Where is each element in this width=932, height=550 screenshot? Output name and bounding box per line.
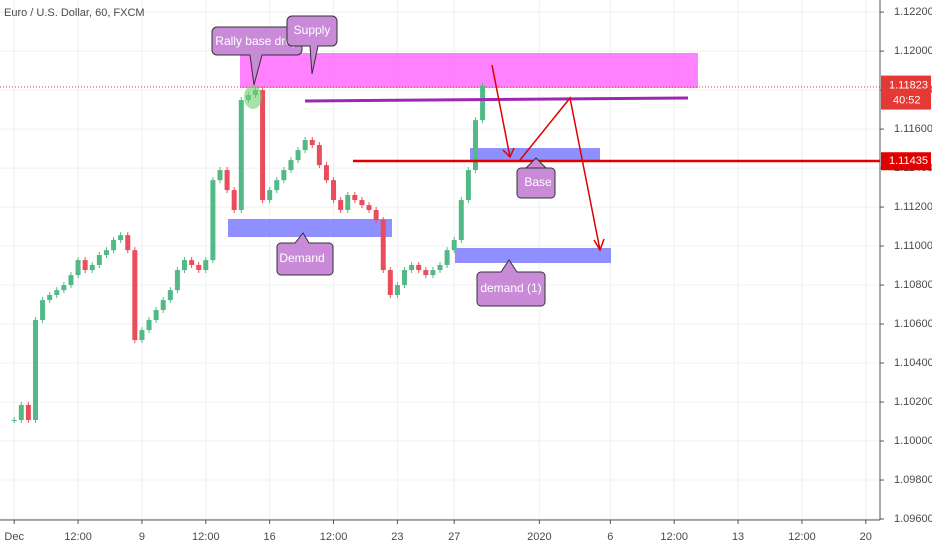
x-tick-label: 2020 — [527, 531, 551, 543]
x-tick-label: Dec — [4, 531, 24, 543]
price-tag — [881, 75, 931, 110]
arrow — [491, 64, 511, 158]
candles — [11, 82, 486, 423]
arrow — [519, 96, 601, 251]
x-tick-label: 27 — [448, 531, 460, 543]
callout-text: demand (1) — [480, 281, 541, 295]
y-tick-label: 1.10200 — [894, 396, 932, 408]
price-tag-label: 1.11823 — [889, 80, 928, 92]
x-tick-label: 6 — [607, 531, 613, 543]
callout: Base — [516, 157, 556, 199]
callout: Supply — [286, 15, 338, 75]
callout-text: Base — [524, 175, 552, 189]
x-tick-label: 12:00 — [192, 531, 220, 543]
level-tag-label: 1.11435 — [889, 155, 928, 167]
callout-box — [286, 15, 338, 75]
y-tick-label: 1.10400 — [894, 357, 932, 369]
callout-text: Supply — [294, 23, 331, 37]
x-tick-label: 13 — [732, 531, 744, 543]
axes: 1.122001.120001.118001.116001.114001.112… — [4, 6, 932, 543]
arrows — [491, 64, 605, 252]
y-tick-label: 1.11200 — [894, 201, 932, 213]
y-tick-label: 1.09600 — [894, 513, 932, 525]
callout-box — [516, 157, 556, 199]
x-tick-label: 9 — [139, 531, 145, 543]
y-tick-label: 1.09800 — [894, 474, 932, 486]
y-tick-label: 1.10800 — [894, 279, 932, 291]
callout-box — [476, 259, 546, 307]
level-tag — [881, 152, 931, 171]
trend-line — [304, 96, 689, 103]
y-tick-label: 1.11600 — [894, 123, 932, 135]
callout-text: Rally base drop — [215, 34, 299, 48]
highlight — [244, 85, 262, 109]
arrow-head — [502, 147, 515, 159]
y-tick-label: 1.10000 — [894, 435, 932, 447]
y-tick-label: 1.12000 — [894, 45, 932, 57]
countdown-label: 40:52 — [893, 95, 921, 107]
arrow-head — [593, 238, 605, 252]
supply-zone — [240, 53, 698, 88]
x-tick-label: 12:00 — [320, 531, 348, 543]
demand-zone — [228, 219, 392, 237]
x-tick-label: 12:00 — [660, 531, 688, 543]
base-zone — [470, 148, 600, 162]
y-tick-label: 1.12200 — [894, 6, 932, 18]
x-tick-label: 12:00 — [64, 531, 92, 543]
y-tick-label: 1.11000 — [894, 240, 932, 252]
x-tick-label: 23 — [391, 531, 403, 543]
chart-title: Euro / U.S. Dollar, 60, FXCM — [4, 7, 145, 19]
callout: Demand — [276, 232, 334, 276]
x-tick-label: 12:00 — [788, 531, 816, 543]
x-tick-label: 20 — [860, 531, 872, 543]
callout: demand (1) — [476, 259, 546, 307]
callout-text: Demand — [279, 251, 324, 265]
y-tick-label: 1.10600 — [894, 318, 932, 330]
demand-zone-2 — [455, 248, 611, 263]
x-tick-label: 16 — [264, 531, 276, 543]
callout-box — [276, 232, 334, 276]
